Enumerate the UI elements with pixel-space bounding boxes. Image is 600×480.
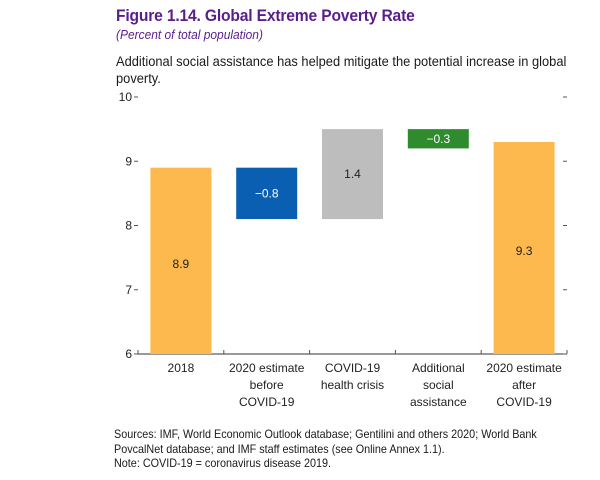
- bar-value-label: −0.3: [426, 132, 450, 146]
- y-tick-label: 9: [125, 154, 132, 168]
- bar-4: [493, 141, 555, 354]
- y-tick-label: 6: [125, 347, 132, 361]
- x-category-label: assistance: [410, 395, 467, 409]
- x-category-label: Additional: [412, 361, 465, 375]
- bar-2: [322, 129, 383, 220]
- chart-subtitle: (Percent of total population): [116, 27, 263, 42]
- x-category-label: before: [250, 378, 284, 392]
- bar-value-label: 9.3: [516, 244, 533, 258]
- x-category-label: COVID-19: [239, 395, 295, 409]
- sources-note: Sources: IMF, World Economic Outlook dat…: [114, 427, 537, 456]
- bar-value-label: 1.4: [344, 167, 361, 181]
- bar-1: [236, 167, 298, 220]
- x-category-label: COVID-19: [496, 395, 552, 409]
- x-category-label: social: [423, 378, 454, 392]
- chart-footnotes: Sources: IMF, World Economic Outlook dat…: [114, 427, 582, 471]
- y-tick-label: 7: [125, 283, 132, 297]
- chart-title: Figure 1.14. Global Extreme Poverty Rate: [116, 6, 415, 25]
- x-category-label: COVID-19: [325, 361, 381, 375]
- x-category-label: 2020 estimate: [486, 361, 562, 375]
- chart-description: Additional social assistance has helped …: [116, 53, 567, 86]
- x-category-label: 2018: [168, 361, 195, 375]
- abbreviation-note: Note: COVID-19 = coronavirus disease 201…: [114, 456, 332, 470]
- x-category-label: 2020 estimate: [229, 361, 305, 375]
- x-category-label: health crisis: [321, 378, 384, 392]
- bar-value-label: 8.9: [173, 257, 190, 271]
- y-tick-label: 8: [125, 219, 132, 233]
- bar-0: [150, 167, 212, 354]
- bar-value-label: −0.8: [255, 186, 279, 200]
- x-category-label: after: [512, 378, 536, 392]
- y-tick-label: 10: [119, 90, 133, 104]
- bar-3: [407, 129, 469, 149]
